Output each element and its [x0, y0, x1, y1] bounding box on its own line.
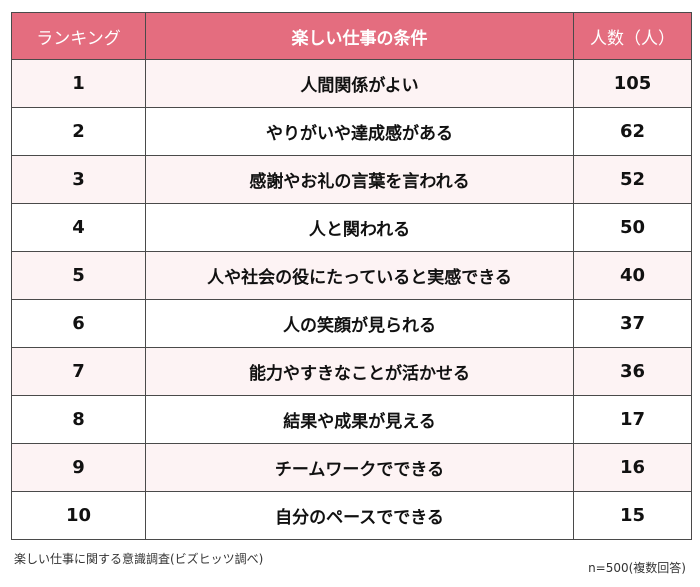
- table-row: 9 チームワークでできる 16: [11, 443, 692, 492]
- rank-cell: 1: [11, 59, 146, 108]
- header-rank: ランキング: [11, 12, 146, 60]
- condition-cell: 結果や成果が見える: [145, 395, 574, 444]
- source-note: 楽しい仕事に関する意識調査(ビズヒッツ調べ): [14, 552, 264, 566]
- condition-cell: やりがいや達成感がある: [145, 107, 574, 156]
- ranking-table: ランキング 楽しい仕事の条件 人数（人） 1 人間関係がよい 105 2 やりが…: [11, 12, 692, 540]
- rank-cell: 4: [11, 203, 146, 252]
- table-row: 7 能力やすきなことが活かせる 36: [11, 347, 692, 396]
- count-cell: 17: [573, 395, 692, 444]
- condition-cell: 感謝やお礼の言葉を言われる: [145, 155, 574, 204]
- table-row: 10 自分のペースでできる 15: [11, 491, 692, 540]
- table-row: 4 人と関われる 50: [11, 203, 692, 252]
- condition-cell: 人間関係がよい: [145, 59, 574, 108]
- sample-size-note: n=500(複数回答): [588, 561, 686, 575]
- table-row: 2 やりがいや達成感がある 62: [11, 107, 692, 156]
- table-row: 8 結果や成果が見える 17: [11, 395, 692, 444]
- count-cell: 15: [573, 491, 692, 540]
- rank-cell: 10: [11, 491, 146, 540]
- count-cell: 36: [573, 347, 692, 396]
- count-cell: 105: [573, 59, 692, 108]
- count-cell: 50: [573, 203, 692, 252]
- condition-cell: 自分のペースでできる: [145, 491, 574, 540]
- header-condition: 楽しい仕事の条件: [145, 12, 574, 60]
- rank-cell: 6: [11, 299, 146, 348]
- count-cell: 52: [573, 155, 692, 204]
- table-row: 3 感謝やお礼の言葉を言われる 52: [11, 155, 692, 204]
- count-cell: 16: [573, 443, 692, 492]
- table-row: 6 人の笑顔が見られる 37: [11, 299, 692, 348]
- rank-cell: 8: [11, 395, 146, 444]
- condition-cell: チームワークでできる: [145, 443, 574, 492]
- condition-cell: 人や社会の役にたっていると実感できる: [145, 251, 574, 300]
- header-count: 人数（人）: [573, 12, 692, 60]
- rank-cell: 2: [11, 107, 146, 156]
- count-cell: 62: [573, 107, 692, 156]
- count-cell: 40: [573, 251, 692, 300]
- condition-cell: 人と関われる: [145, 203, 574, 252]
- rank-cell: 3: [11, 155, 146, 204]
- condition-cell: 人の笑顔が見られる: [145, 299, 574, 348]
- rank-cell: 5: [11, 251, 146, 300]
- count-cell: 37: [573, 299, 692, 348]
- table-row: 1 人間関係がよい 105: [11, 59, 692, 108]
- rank-cell: 7: [11, 347, 146, 396]
- table-header-row: ランキング 楽しい仕事の条件 人数（人）: [11, 12, 692, 60]
- table-row: 5 人や社会の役にたっていると実感できる 40: [11, 251, 692, 300]
- rank-cell: 9: [11, 443, 146, 492]
- condition-cell: 能力やすきなことが活かせる: [145, 347, 574, 396]
